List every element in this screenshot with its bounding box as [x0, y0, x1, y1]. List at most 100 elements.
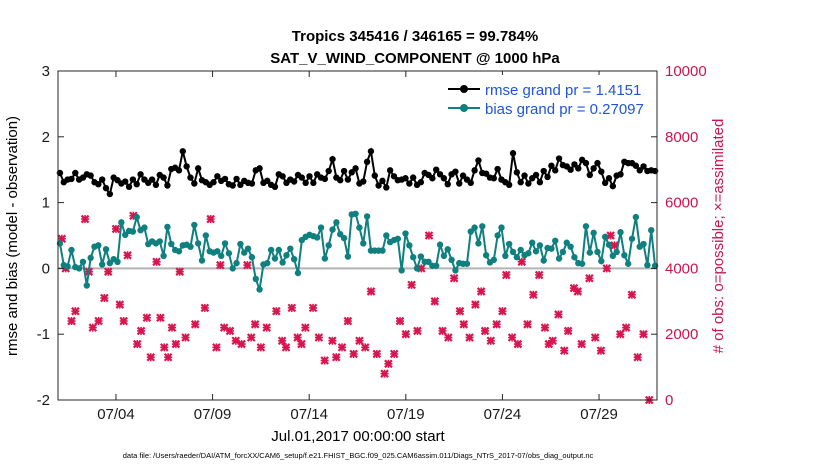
- obs-assimilated-marker: [355, 336, 364, 346]
- rmse-point: [525, 180, 532, 187]
- bias-point: [64, 263, 71, 270]
- obs-assimilated-marker: [384, 359, 393, 369]
- obs-assimilated-marker: [507, 333, 517, 342]
- bias-point: [417, 253, 425, 260]
- bias-point: [217, 252, 225, 260]
- rmse-point: [306, 173, 313, 180]
- rmse-point: [210, 179, 217, 186]
- bias-point: [609, 252, 617, 260]
- bias-point: [333, 219, 340, 226]
- bias-point: [321, 255, 329, 262]
- obs-assimilated-marker: [480, 326, 490, 336]
- obs-assimilated-marker: [585, 273, 594, 283]
- obs-assimilated-marker: [301, 323, 310, 332]
- rmse-point: [214, 173, 221, 180]
- bias-point: [559, 248, 567, 256]
- rmse-point: [505, 181, 513, 189]
- obs-assimilated-marker: [67, 316, 76, 326]
- bias-point: [498, 224, 505, 231]
- rmse-point: [290, 178, 298, 185]
- bias-point: [360, 240, 367, 247]
- bias-point: [233, 259, 240, 267]
- x-axis: 07/04 07/09 07/14 07/19 07/24 07/29: [97, 71, 618, 423]
- rmse-point: [567, 166, 574, 173]
- rmse-point: [340, 167, 348, 175]
- obs-assimilated-marker: [123, 250, 132, 260]
- obs-assimilated-marker: [132, 339, 142, 349]
- obs-assimilated-marker: [407, 280, 416, 290]
- obs-assimilated-marker: [498, 306, 507, 316]
- obs-assimilated-marker: [380, 369, 389, 378]
- bias-point: [394, 235, 402, 242]
- legend-box: [445, 75, 653, 121]
- obs-assimilated-marker: [142, 313, 152, 323]
- rmse-point: [271, 183, 279, 191]
- bias-point: [164, 223, 171, 231]
- obs-assimilated-marker: [444, 333, 453, 342]
- rmse-point: [106, 190, 114, 198]
- rmse-point: [279, 173, 286, 180]
- obs-assimilated-marker: [413, 326, 422, 336]
- obs-assimilated-marker: [200, 303, 210, 313]
- obs-assimilated-marker: [80, 214, 90, 224]
- bias-point: [624, 260, 632, 267]
- rmse-point: [540, 167, 547, 175]
- obs-assimilated-marker: [287, 303, 297, 313]
- rmse-point: [87, 172, 94, 179]
- bias-point: [517, 246, 524, 254]
- bias-point: [578, 260, 586, 267]
- x-tick-label: 07/09: [194, 406, 232, 423]
- rmse-point: [302, 179, 309, 187]
- bias-point: [640, 240, 647, 248]
- obs-assimilated-marker: [554, 310, 563, 319]
- rmse-point: [383, 184, 390, 191]
- obs-assimilated-marker: [360, 343, 370, 352]
- bias-point: [275, 246, 282, 254]
- rmse-point: [452, 168, 459, 175]
- rmse-point: [310, 179, 317, 187]
- bias-point: [413, 265, 421, 272]
- rmse-point: [164, 182, 171, 189]
- rmse-point: [363, 158, 371, 166]
- rmse-point: [640, 163, 647, 170]
- obs-assimilated-marker: [401, 329, 411, 339]
- obs-assimilated-marker: [627, 290, 637, 299]
- obs-assimilated-marker: [250, 320, 260, 329]
- obs-assimilated-marker: [449, 273, 459, 283]
- obs-assimilated-marker: [167, 323, 177, 332]
- left-y-axis-label: rmse and bias (model - observation): [4, 116, 21, 356]
- bias-point: [463, 260, 471, 267]
- bias-point: [168, 240, 175, 248]
- left-tick-label: 1: [42, 195, 50, 212]
- rmse-point: [329, 155, 336, 163]
- obs-assimilated-marker: [297, 339, 306, 349]
- rmse-point: [475, 157, 482, 164]
- bias-point: [317, 224, 325, 231]
- obs-assimilated-marker: [175, 267, 185, 276]
- bias-point: [513, 254, 521, 261]
- obs-assimilated-marker: [281, 343, 291, 352]
- rmse-point: [352, 165, 359, 172]
- bias-point: [594, 248, 601, 256]
- bias-point: [79, 258, 87, 266]
- rmse-point: [360, 178, 367, 185]
- rmse-point: [148, 176, 156, 183]
- obs-assimilated-marker: [100, 293, 109, 303]
- obs-assimilated-marker: [366, 287, 376, 296]
- bias-point: [605, 241, 613, 248]
- bias-point: [467, 228, 474, 235]
- bias-point: [548, 245, 555, 252]
- plot-frame: [57, 70, 658, 401]
- bias-point: [613, 248, 620, 256]
- bias-point: [160, 252, 167, 260]
- bias-point: [229, 265, 236, 272]
- obs-assimilated-marker: [492, 320, 501, 329]
- obs-assimilated-marker: [438, 326, 447, 336]
- obs-assimilated-marker: [459, 320, 469, 329]
- bias-point: [490, 256, 498, 264]
- obs-assimilated-marker: [163, 352, 173, 362]
- obs-assimilated-marker: [293, 333, 302, 342]
- bias-point: [356, 224, 363, 231]
- rmse-point: [256, 165, 263, 172]
- rmse-point: [98, 176, 106, 183]
